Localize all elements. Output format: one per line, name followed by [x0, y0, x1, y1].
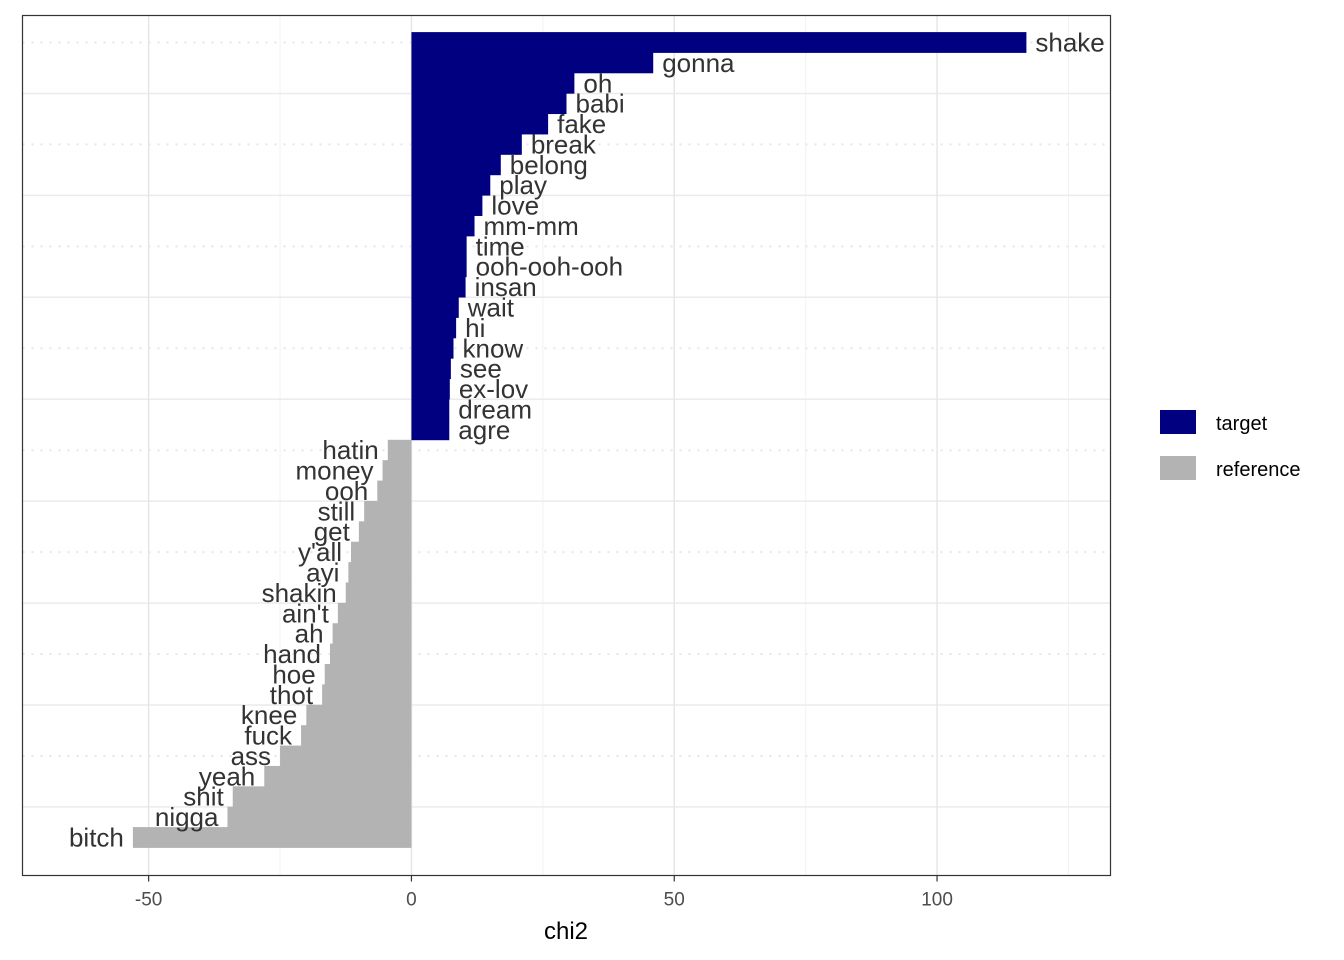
- bar: [411, 419, 450, 441]
- bar-label: ayi: [306, 558, 339, 588]
- bar-label: belong: [510, 150, 588, 180]
- bar: [227, 806, 412, 828]
- bar-label: mm-mm: [484, 211, 579, 241]
- bar: [411, 154, 501, 176]
- bar: [348, 562, 412, 583]
- legend-key: [1160, 410, 1196, 434]
- bar-label: hatin: [322, 435, 378, 465]
- bar-label: knee: [241, 700, 297, 730]
- bar: [280, 745, 412, 767]
- bar-label: thot: [270, 680, 314, 710]
- bar-label: fuck: [244, 721, 293, 751]
- bar-label: hoe: [272, 659, 315, 689]
- bar: [322, 684, 412, 706]
- bar-label: ooh-ooh-ooh: [476, 252, 623, 282]
- bar-label: know: [462, 333, 523, 363]
- bar-label: ooh: [325, 476, 368, 506]
- bar: [411, 256, 467, 278]
- legend-label: target: [1216, 413, 1268, 435]
- bar: [411, 337, 454, 359]
- bar: [411, 378, 450, 400]
- bar-label: fake: [557, 109, 606, 139]
- bar-label: oh: [583, 68, 612, 98]
- bar-label: money: [295, 456, 373, 486]
- legend-key: [1160, 456, 1196, 480]
- bar-label: shake: [1035, 28, 1104, 58]
- bar-label: ass: [231, 741, 271, 771]
- bar-label: wait: [467, 293, 515, 323]
- bar-label: shit: [183, 782, 224, 812]
- bar: [411, 32, 1027, 53]
- bar: [332, 623, 412, 645]
- bar-label: see: [460, 354, 502, 384]
- bar: [411, 297, 459, 318]
- x-tick-label: -50: [135, 890, 162, 911]
- bar: [364, 500, 412, 522]
- x-axis-title: chi2: [544, 918, 588, 945]
- bar: [411, 52, 654, 74]
- bar-label: bitch: [69, 823, 124, 853]
- bar: [411, 113, 549, 135]
- bar: [377, 480, 412, 502]
- bar: [387, 439, 412, 461]
- bar: [306, 704, 412, 726]
- bar: [411, 276, 466, 298]
- bar-label: love: [491, 191, 539, 221]
- bar-label: agre: [458, 415, 510, 445]
- bar: [232, 786, 412, 808]
- bar-label: nigga: [155, 802, 219, 832]
- bar-label: break: [531, 129, 597, 159]
- bar: [411, 215, 475, 237]
- x-tick-label: 50: [664, 890, 685, 911]
- bar: [411, 195, 483, 216]
- bar-label: ain't: [282, 598, 330, 628]
- bar: [264, 765, 412, 787]
- bar-label: ex-lov: [459, 374, 528, 404]
- plot-panel-border: [21, 14, 1112, 877]
- bar-label: dream: [458, 394, 532, 424]
- legend-label: reference: [1216, 459, 1301, 481]
- bar-label: insan: [475, 272, 537, 302]
- bar-label: babi: [576, 89, 625, 119]
- bar-label: still: [318, 496, 356, 526]
- bar-label: y'all: [298, 537, 342, 567]
- bar-label: time: [476, 231, 525, 261]
- bar: [411, 399, 450, 420]
- bar: [358, 521, 412, 543]
- bar: [411, 93, 567, 115]
- bar-label: play: [499, 170, 547, 200]
- bar-labels: shakegonnaohbabifakebreakbelongplaylovem…: [69, 28, 1105, 853]
- bar: [345, 582, 412, 604]
- bar-label: get: [314, 517, 351, 547]
- bar-label: hi: [465, 313, 485, 343]
- bar: [411, 134, 522, 155]
- bar-label: yeah: [199, 761, 255, 791]
- bar-label: gonna: [662, 48, 735, 78]
- x-tick-label: 100: [921, 890, 953, 911]
- bar: [411, 317, 457, 339]
- bar: [324, 664, 412, 685]
- bar: [411, 235, 467, 257]
- bar: [329, 643, 412, 665]
- bar-label: hand: [263, 639, 321, 669]
- bar: [337, 602, 412, 624]
- bar: [411, 174, 491, 196]
- x-axis: -50 0 50 100: [135, 875, 953, 911]
- bar-label: ah: [295, 619, 324, 649]
- bar-label: shakin: [262, 578, 337, 608]
- grid-lines: [22, 15, 1111, 876]
- bar: [351, 541, 412, 563]
- bar: [132, 827, 412, 848]
- bar: [411, 358, 451, 380]
- bar: [301, 725, 412, 746]
- bars: [132, 32, 1027, 848]
- x-tick-label: 0: [406, 890, 417, 911]
- bar: [382, 460, 412, 481]
- legend: target reference: [1160, 410, 1301, 481]
- bar: [411, 72, 575, 94]
